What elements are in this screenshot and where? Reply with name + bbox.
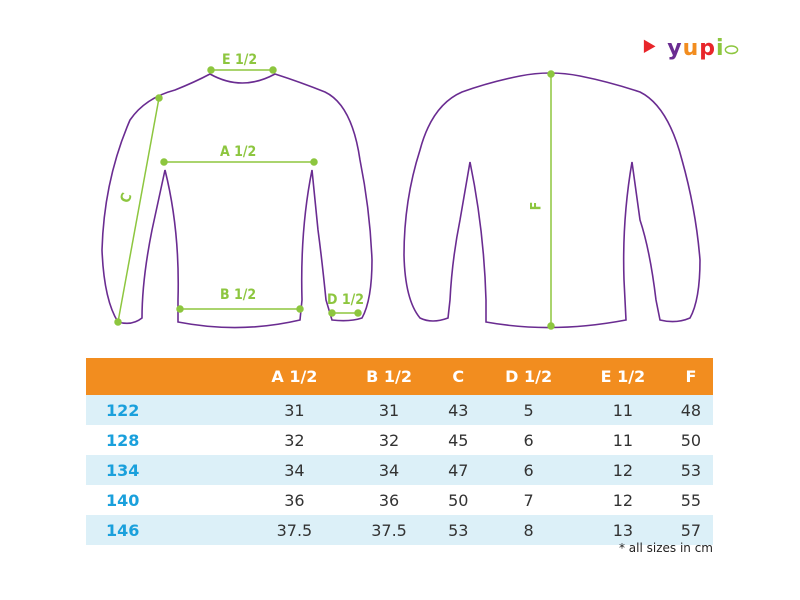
header-size (86, 358, 247, 395)
measure-lines (114, 66, 555, 330)
value-cell: 36 (378, 490, 400, 510)
value-cell: 11 (612, 430, 634, 450)
units-note: * all sizes in cm (618, 541, 713, 555)
table-row: 134 34 34 47 6 12 53 (86, 455, 713, 485)
label-a: A 1/2 (220, 144, 257, 160)
table-row: 122 31 31 43 5 11 48 (86, 395, 713, 425)
value-cell: 37.5 (247, 515, 342, 545)
label-b: B 1/2 (220, 287, 257, 303)
value-cell: 37.5 (341, 515, 437, 545)
header-b: B 1/2 (341, 358, 437, 395)
garment-diagram (101, 66, 701, 330)
table-row: 146 37.5 37.5 53 8 13 57 (86, 515, 713, 545)
value-cell: 43 (436, 395, 481, 425)
value-cell: 6 (523, 430, 534, 450)
header-d: D 1/2 (480, 358, 577, 395)
value-cell: 7 (523, 490, 534, 510)
value-cell: 12 (576, 455, 669, 485)
value-cell: 5 (480, 395, 577, 425)
value-cell: 11 (576, 395, 669, 425)
table-header: A 1/2 B 1/2 C D 1/2 E 1/2 F (86, 358, 713, 395)
table-row: 140 36 36 50 7 12 55 (86, 485, 713, 515)
value-cell: 32 (284, 430, 305, 450)
fish-icon: ⬭ (724, 40, 740, 59)
value-cell: 12 (612, 490, 634, 510)
value-cell: 34 (247, 455, 342, 485)
front-shirt-outline (101, 73, 373, 329)
value-cell: 34 (341, 455, 437, 485)
size-cell: 146 (86, 515, 247, 545)
header-c: C (436, 358, 481, 395)
header-e: E 1/2 (576, 358, 669, 395)
value-cell: 13 (576, 515, 669, 545)
size-table: A 1/2 B 1/2 C D 1/2 E 1/2 F 122 31 31 43 5 11… (86, 358, 713, 545)
back-shirt-outline (403, 72, 701, 329)
value-cell: 48 (668, 395, 713, 425)
value-cell: 50 (448, 490, 469, 510)
header-a: A 1/2 (247, 358, 342, 395)
value-cell: 45 (448, 430, 469, 450)
value-cell: 47 (436, 455, 481, 485)
value-cell: 57 (668, 515, 713, 545)
value-cell: 6 (480, 455, 577, 485)
value-cell: 50 (680, 430, 702, 450)
label-f: F (528, 201, 545, 211)
label-d: D 1/2 (327, 292, 364, 308)
value-cell: 36 (284, 490, 305, 510)
size-cell: 134 (86, 455, 247, 485)
yupi-logo: ⯈ yupi⬭ (640, 36, 740, 61)
header-f: F (668, 358, 713, 395)
value-cell: 31 (247, 395, 342, 425)
value-cell: 55 (680, 490, 702, 510)
value-cell: 53 (668, 455, 713, 485)
value-cell: 32 (378, 430, 400, 450)
value-cell: 8 (480, 515, 577, 545)
table-row: 128 32 32 45 6 11 50 (86, 425, 713, 455)
value-cell: 53 (436, 515, 481, 545)
size-cell: 122 (86, 395, 247, 425)
size-cell: 140 (106, 490, 140, 510)
logo-mark-icon: ⯈ (640, 36, 659, 61)
value-cell: 31 (341, 395, 437, 425)
size-cell: 128 (106, 430, 140, 450)
label-e: E 1/2 (222, 52, 258, 68)
